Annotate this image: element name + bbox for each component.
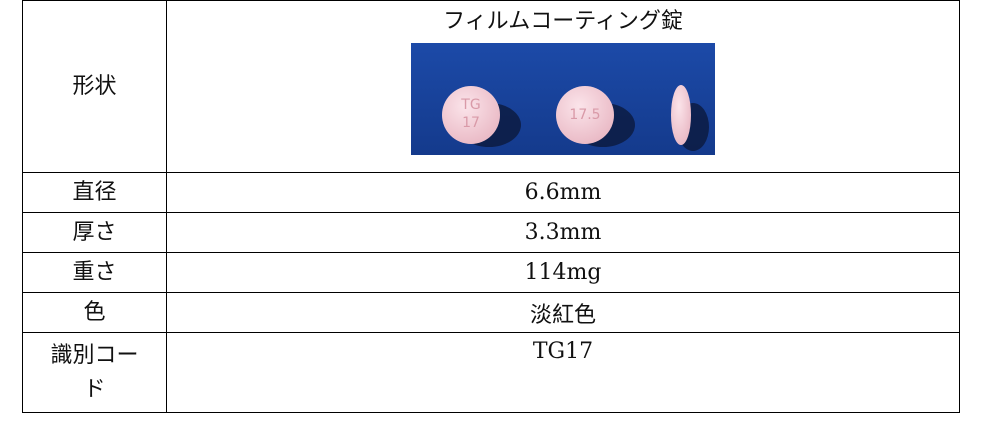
value: 114mg: [166, 252, 960, 293]
row: 直径 6.6mm: [22, 172, 960, 213]
value: 淡紅色: [166, 292, 960, 333]
label-cell: 色: [22, 292, 167, 333]
row: 色 淡紅色: [22, 292, 960, 333]
label: 重さ: [72, 259, 117, 285]
value-cell: フィルムコーティング錠 TG 17 17.5: [166, 0, 960, 173]
pill-photo: TG 17 17.5: [411, 43, 715, 155]
label: 色: [83, 299, 106, 325]
label-cell: 識別コード: [22, 332, 167, 413]
pill: [442, 86, 500, 144]
row: 識別コード TG17: [22, 332, 960, 413]
label-cell: 直径: [22, 172, 167, 213]
imprint: TG: [460, 97, 480, 113]
pill: [556, 86, 614, 144]
row: 形状 フィルムコーティング錠 TG 17 17.5: [22, 0, 960, 173]
label-cell: 重さ: [22, 252, 167, 293]
label: 形状: [72, 73, 117, 99]
label: 厚さ: [72, 219, 117, 245]
label-cell: 厚さ: [22, 212, 167, 253]
row: 重さ 114mg: [22, 252, 960, 293]
value: 3.3mm: [166, 212, 960, 253]
label: 識別コード: [50, 342, 139, 402]
imprint: 17.5: [569, 107, 600, 123]
imprint: 17: [462, 115, 480, 131]
spec-table: 形状 フィルムコーティング錠 TG 17 17.5: [22, 0, 960, 413]
label: 直径: [72, 179, 117, 205]
value: 6.6mm: [166, 172, 960, 213]
value: フィルムコーティング錠: [443, 9, 683, 34]
pill-side: [671, 85, 691, 145]
value: TG17: [166, 332, 960, 413]
label-cell: 形状: [22, 0, 167, 173]
row: 厚さ 3.3mm: [22, 212, 960, 253]
